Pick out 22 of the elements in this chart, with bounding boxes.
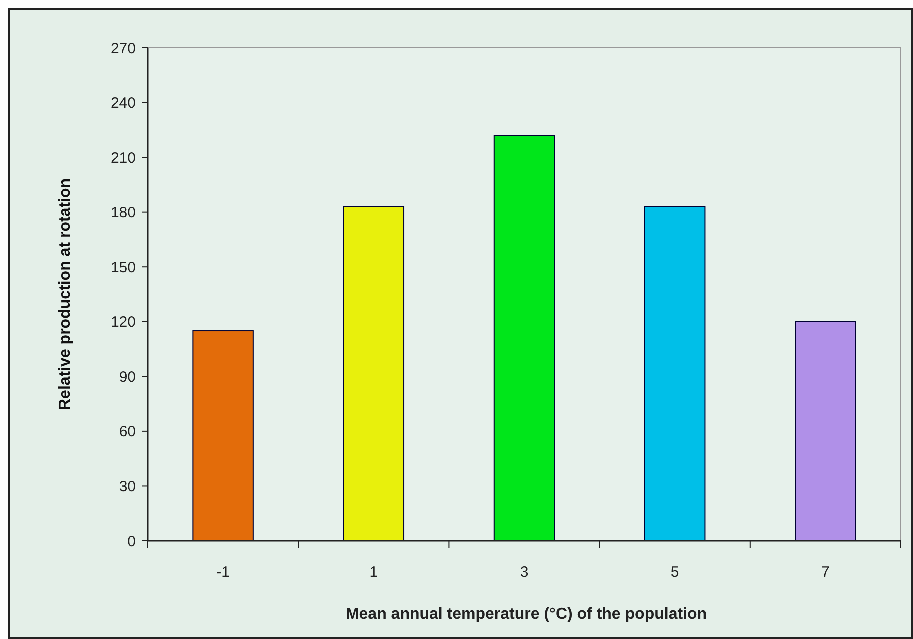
bar	[343, 206, 405, 542]
y-tick-label: 120	[110, 314, 136, 332]
x-axis-title: Mean annual temperature (°C) of the population	[346, 606, 708, 623]
x-tick-label: 1	[370, 564, 378, 581]
x-tick-label: -1	[216, 564, 230, 581]
bar	[494, 135, 556, 542]
y-tick-label: 210	[110, 150, 136, 167]
bar	[192, 330, 254, 542]
y-tick-label: 240	[110, 95, 136, 112]
y-tick-label: 0	[128, 533, 136, 550]
y-axis-title: Relative production at rotation	[57, 178, 74, 411]
y-tick-label: 150	[110, 259, 136, 276]
bar	[644, 206, 706, 542]
y-tick-label: 270	[110, 40, 136, 58]
x-tick-label: 7	[822, 564, 830, 581]
y-tick-label: 180	[110, 204, 136, 222]
x-tick-label: 3	[520, 564, 529, 581]
y-tick-label: 30	[119, 478, 136, 496]
y-tick-label: 90	[119, 368, 136, 386]
y-tick-label: 60	[119, 424, 136, 441]
x-tick-label: 5	[670, 564, 680, 581]
bar	[795, 321, 856, 542]
